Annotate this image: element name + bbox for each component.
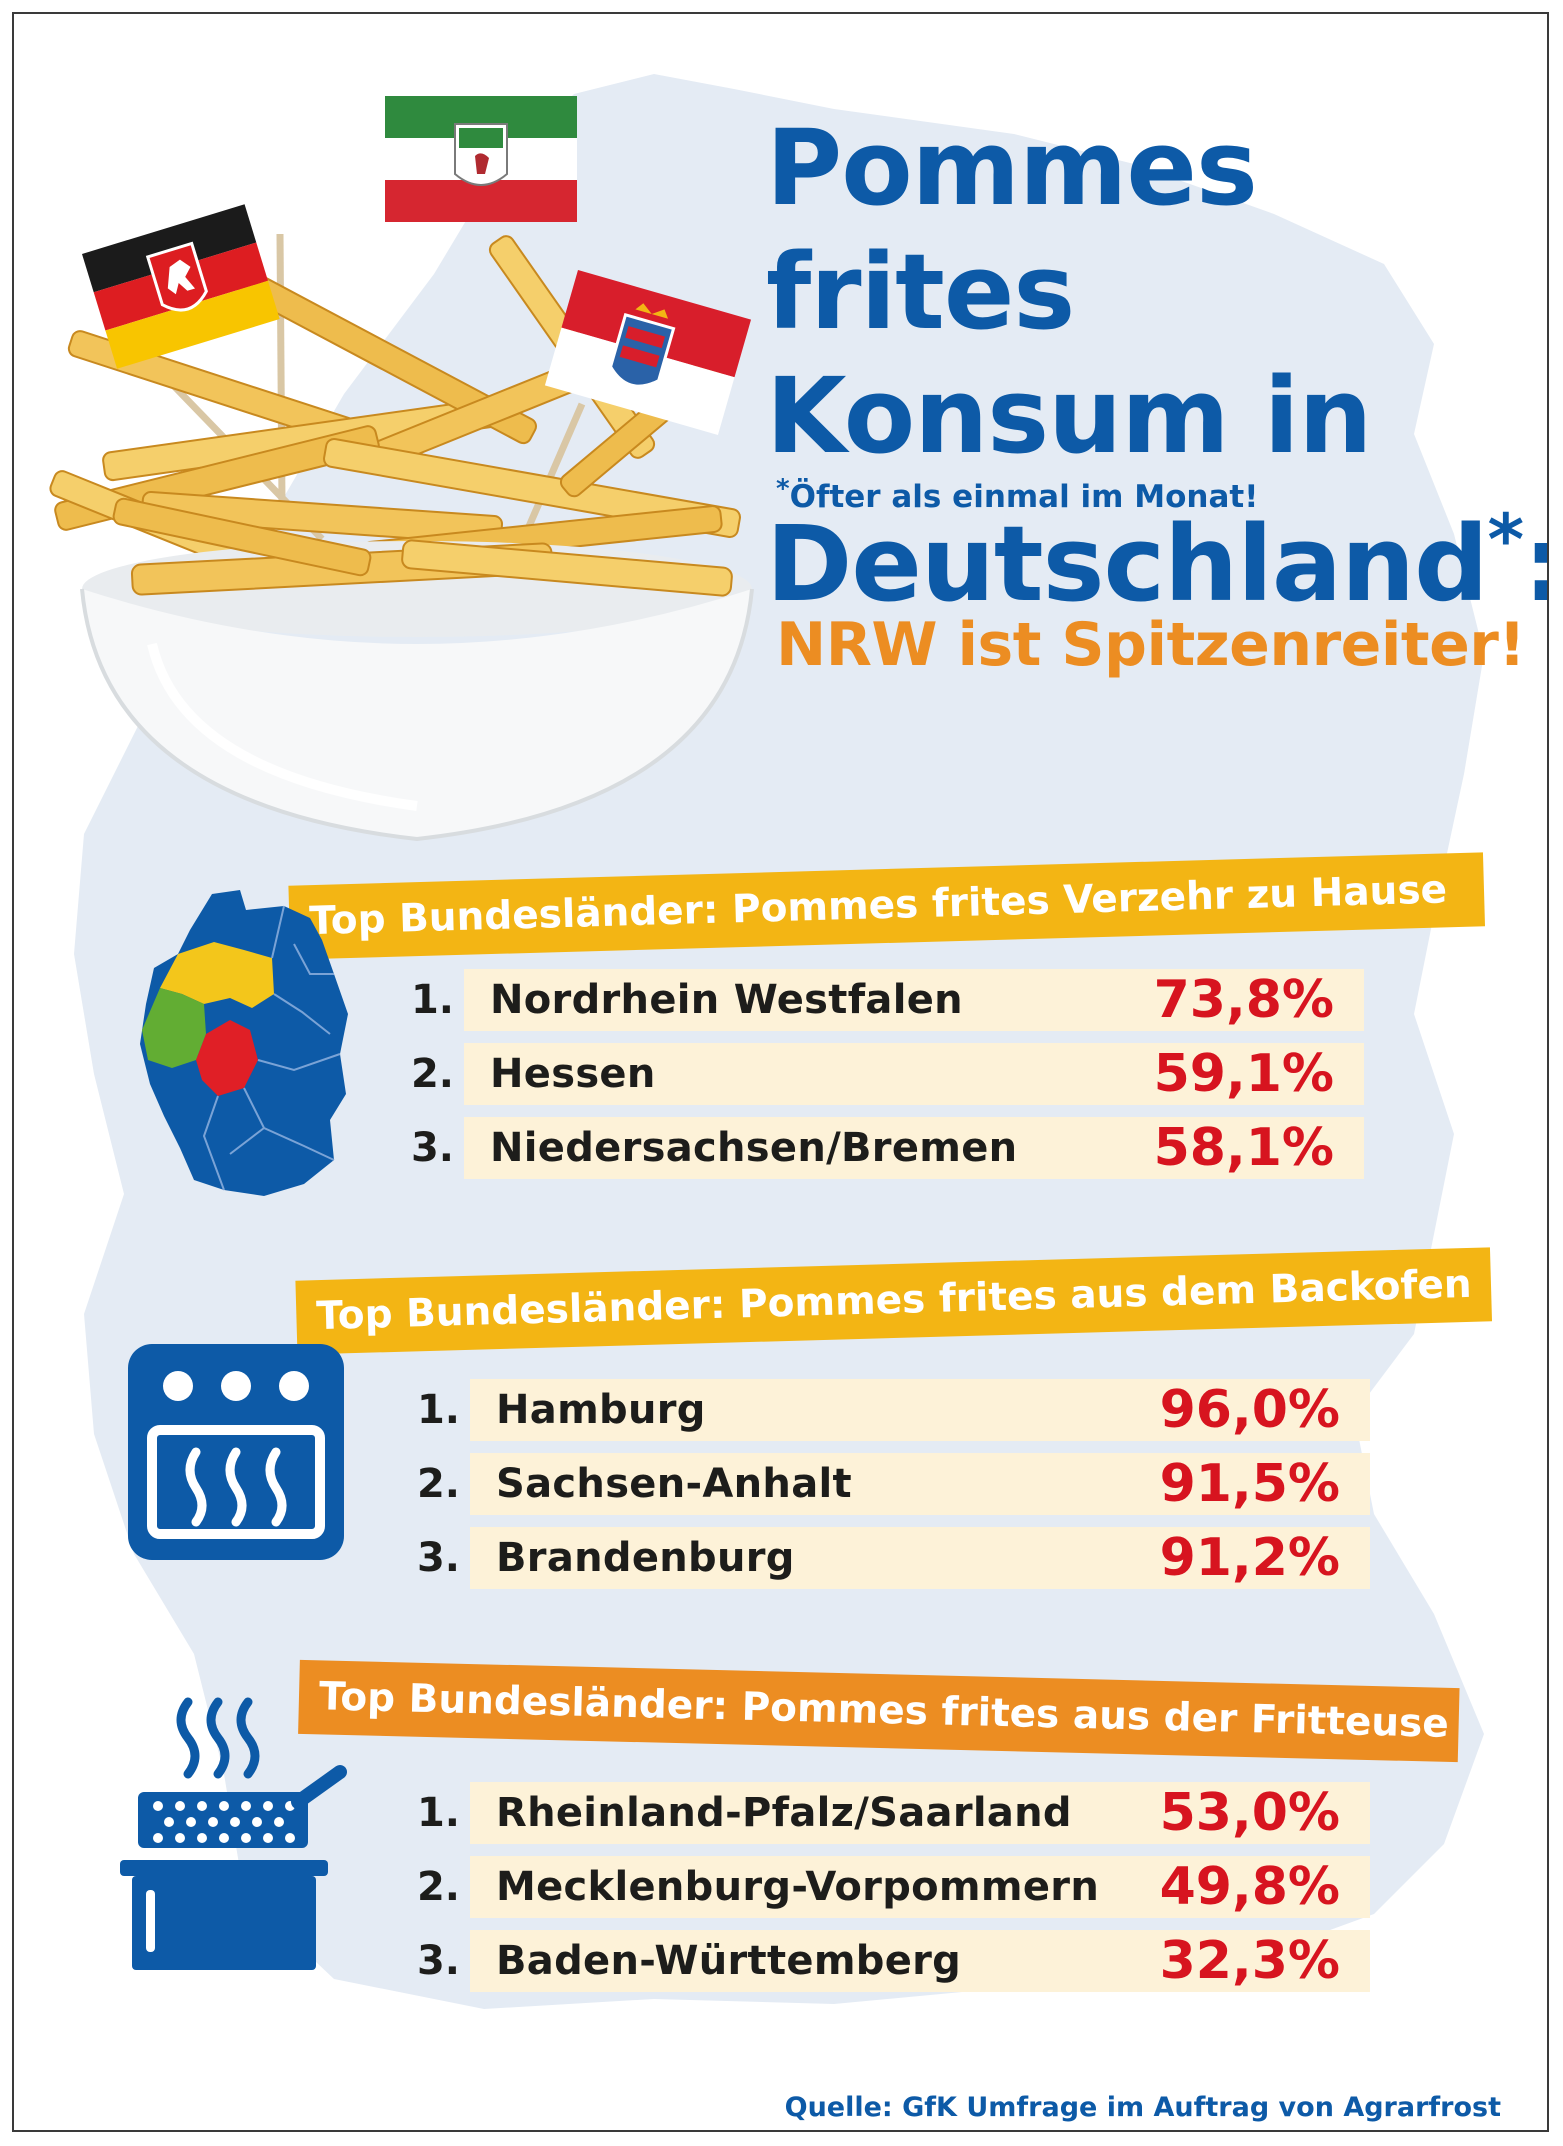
percentage-value: 49,8%: [1159, 1857, 1340, 1917]
percentage-value: 91,5%: [1159, 1454, 1340, 1514]
percentage-value: 73,8%: [1153, 970, 1334, 1030]
title-line-2: Konsum in: [766, 355, 1372, 477]
state-name: Hessen: [490, 1051, 656, 1097]
fryer-pot-icon: [120, 1697, 347, 1970]
title-line-1: Pommes frites: [766, 107, 1258, 353]
footnote-text: Öfter als einmal im Monat!: [789, 479, 1259, 515]
title-asterisk: *: [1487, 499, 1525, 581]
fries-bowl-illustration: [49, 96, 754, 842]
oven-icon: [128, 1344, 344, 1560]
section-2-row-1: 1. Hamburg 96,0%: [400, 1379, 1370, 1441]
rank: 3.: [410, 1125, 454, 1171]
title-line-3: Deutschland*:: [766, 478, 1547, 626]
state-name: Niedersachsen/Bremen: [490, 1125, 1018, 1171]
source-note: Quelle: GfK Umfrage im Auftrag von Agrar…: [784, 2092, 1501, 2123]
state-name: Rheinland-Pfalz/Saarland: [496, 1790, 1072, 1836]
section-1-row-3: 3. Niedersachsen/Bremen 58,1%: [394, 1117, 1364, 1179]
headline: NRW ist Spitzenreiter!: [776, 610, 1526, 680]
infographic-frame: Pommes frites Konsum in Deutschland*: *Ö…: [12, 12, 1549, 2132]
section-3-row-3: 3. Baden-Württemberg 32,3%: [400, 1930, 1370, 1992]
state-name: Sachsen-Anhalt: [496, 1461, 852, 1507]
footnote: *Öfter als einmal im Monat!: [776, 474, 1258, 515]
section-1-row-1: 1. Nordrhein Westfalen 73,8%: [394, 969, 1364, 1031]
title-word-deutschland: Deutschland: [766, 503, 1489, 625]
footnote-asterisk: *: [776, 474, 790, 504]
germany-map-icon: [140, 890, 348, 1196]
section-3-row-2: 2. Mecklenburg-Vorpommern 49,8%: [400, 1856, 1370, 1918]
state-name: Hamburg: [496, 1387, 706, 1433]
rank: 3.: [416, 1535, 460, 1581]
rank: 2.: [416, 1864, 460, 1910]
percentage-value: 96,0%: [1159, 1380, 1340, 1440]
section-3-row-1: 1. Rheinland-Pfalz/Saarland 53,0%: [400, 1782, 1370, 1844]
rank: 1.: [410, 977, 454, 1023]
rank: 1.: [416, 1387, 460, 1433]
percentage-value: 91,2%: [1159, 1528, 1340, 1588]
section-1-row-2: 2. Hessen 59,1%: [394, 1043, 1364, 1105]
section-2-row-2: 2. Sachsen-Anhalt 91,5%: [400, 1453, 1370, 1515]
state-name: Mecklenburg-Vorpommern: [496, 1864, 1100, 1910]
state-name: Nordrhein Westfalen: [490, 977, 963, 1023]
rank: 1.: [416, 1790, 460, 1836]
title-colon: :: [1523, 503, 1547, 625]
percentage-value: 32,3%: [1159, 1931, 1340, 1991]
percentage-value: 59,1%: [1153, 1044, 1334, 1104]
percentage-value: 53,0%: [1159, 1783, 1340, 1843]
rank: 2.: [410, 1051, 454, 1097]
rank: 3.: [416, 1938, 460, 1984]
state-name: Brandenburg: [496, 1535, 795, 1581]
percentage-value: 58,1%: [1153, 1118, 1334, 1178]
page-title: Pommes frites Konsum in Deutschland*:: [766, 106, 1547, 626]
rank: 2.: [416, 1461, 460, 1507]
section-2-row-3: 3. Brandenburg 91,2%: [400, 1527, 1370, 1589]
state-name: Baden-Württemberg: [496, 1938, 962, 1984]
